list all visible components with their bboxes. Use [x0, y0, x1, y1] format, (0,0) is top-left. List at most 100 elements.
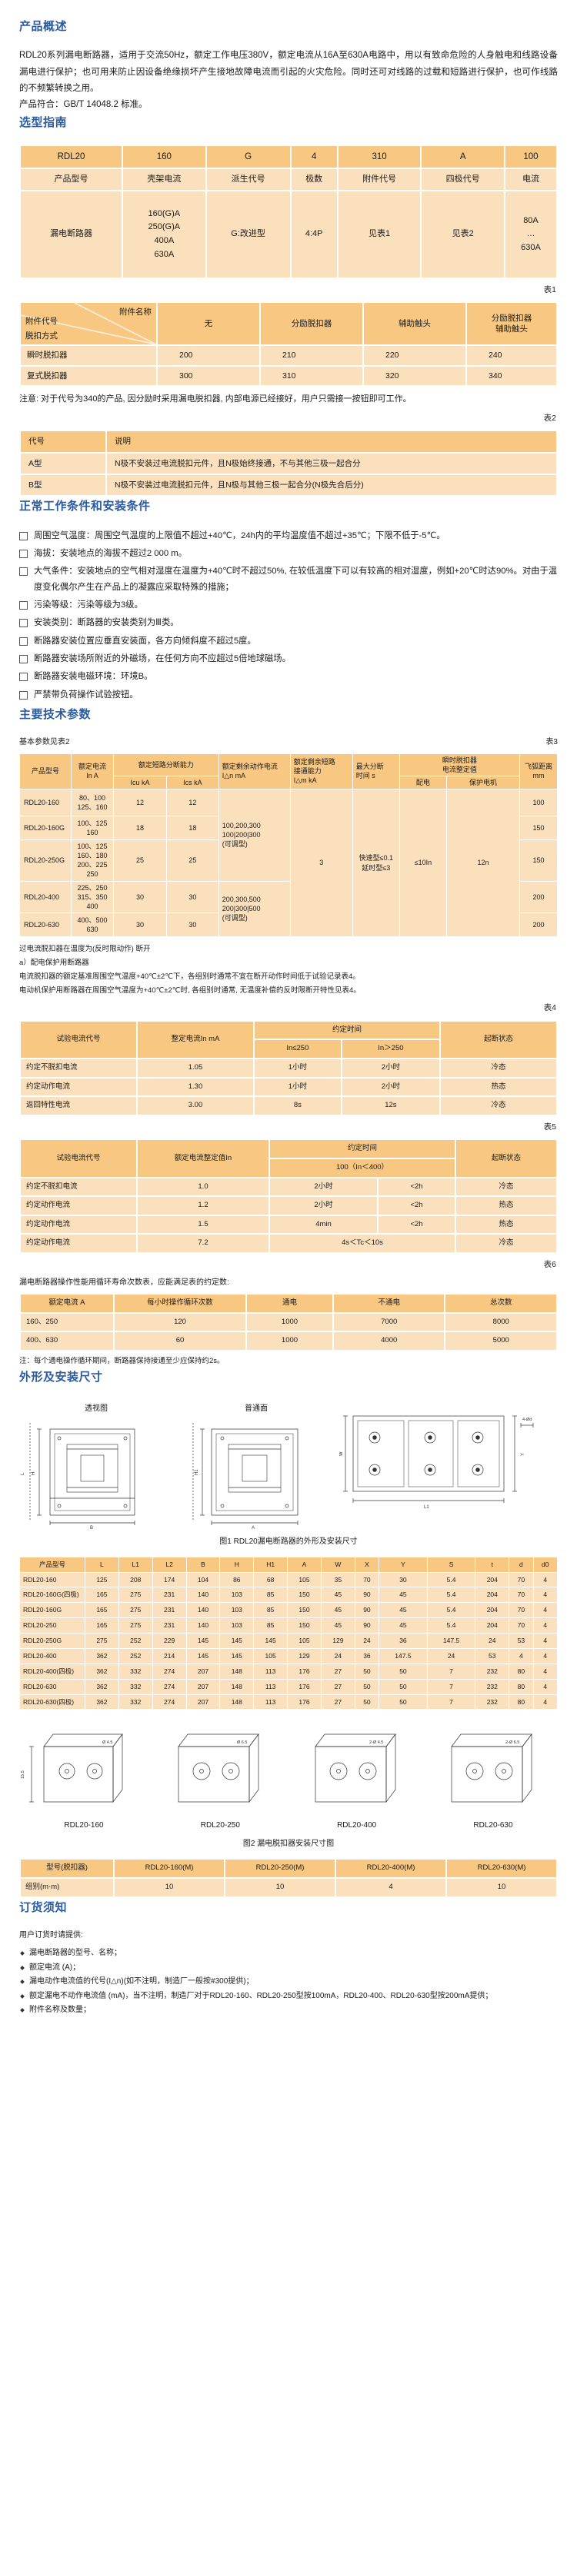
- selection-value-5: A: [422, 145, 504, 168]
- dims-r1-c6: 85: [254, 1587, 288, 1603]
- t6-header-1: 每小时操作循环次数: [115, 1294, 245, 1312]
- t6-row-1-c4: 5000: [445, 1332, 556, 1350]
- dims-r7-c0: RDL20-630: [20, 1679, 85, 1694]
- dims-r1-c7: 150: [288, 1587, 321, 1603]
- selection-name-3: 极数: [291, 168, 337, 190]
- spec-header-residual-making: 额定剩余短路 接通能力 I△m kA: [290, 753, 352, 789]
- spec-row-1-model: RDL20-160G: [20, 816, 71, 840]
- spec-row-3-arc: 200: [520, 881, 557, 913]
- spec-row-3-icu: 30: [114, 881, 166, 913]
- dims-r0-c5: 86: [220, 1572, 254, 1587]
- dims-r4-c2: 252: [118, 1634, 152, 1648]
- dims-row-2: RDL20-160G 165 275 231 140 103 85 150 45 90 45 5.4 2…: [20, 1603, 557, 1618]
- t5-row-2-c1: 1.5: [138, 1215, 268, 1234]
- spec-header-distribution: 配电: [399, 776, 447, 789]
- drawing-view-2-title: 普通面: [245, 1404, 268, 1413]
- dims-r2-c5: 103: [220, 1603, 254, 1618]
- code-row-a-desc: N极不安装过电流脱扣元件，且N极始终接通，不与其他三极一起合分: [107, 453, 556, 474]
- dims-row-8: RDL20-630(四极) 362 332 274 207 148 113 176 27 50 50…: [20, 1694, 557, 1710]
- t6-row-1-c3: 4000: [333, 1332, 445, 1350]
- dims-r8-c9: 50: [355, 1694, 379, 1710]
- spec-row-2-ics: 25: [166, 840, 218, 881]
- spec-row-2-icu: 25: [114, 840, 166, 881]
- t4-header-3: 起断状态: [441, 1021, 556, 1059]
- dims-r2-c9: 90: [355, 1603, 379, 1618]
- condition-item-4: 安装类别：断路器的安装类别为Ⅲ类。: [19, 615, 558, 630]
- selection-value-6: 100: [505, 145, 556, 168]
- dims-r1-c8: 45: [321, 1587, 355, 1603]
- t4-row-1-c0: 约定动作电流: [21, 1078, 136, 1096]
- dims-r1-c11: 5.4: [427, 1587, 475, 1603]
- t6-title: 漏电断路器操作性能用循环寿命次数表，应能满足表的约定数:: [19, 1278, 229, 1288]
- t5-header-row-1: 试验电流代号 额定电流整定值In 约定时间 起断状态: [21, 1140, 556, 1177]
- code-row-b-desc: N极不安装过电流脱扣元件，且N极与其他三极一起合分(N极先合后分): [107, 474, 556, 496]
- spec-row-4-icu: 30: [114, 913, 166, 937]
- trip-label-3: RDL20-630: [473, 1821, 513, 1830]
- section-heading-order: 订货须知: [19, 1900, 68, 1914]
- accessory-row-1-value-3: 340: [467, 366, 556, 386]
- dims-r8-c11: 7: [427, 1694, 475, 1710]
- t5-header-2: 约定时间: [270, 1140, 455, 1158]
- spec-row-0-in: 80、100 125、160: [72, 789, 113, 816]
- drawing-view-2: 普通面 H1 A: [179, 1399, 333, 1531]
- trip-unit-svg-2: 2-Ø 4.5: [314, 1733, 396, 1803]
- spec-row-1-ics: 18: [166, 816, 218, 840]
- t6-row-1: 400、630 60 1000 4000 5000: [21, 1332, 556, 1350]
- t5-row-1: 约定动作电流 1.2 2小时 <2h 热态: [21, 1197, 556, 1215]
- dims-r5-c3: 214: [152, 1648, 186, 1664]
- dim-label-l: L: [21, 1472, 25, 1475]
- dims-r2-c10: 45: [379, 1603, 427, 1618]
- dims-r5-c9: 36: [355, 1648, 379, 1664]
- trip-drawing-2: 2-Ø 4.5 RDL20-400: [292, 1723, 422, 1833]
- dims-r8-c10: 50: [379, 1694, 427, 1710]
- conditions-list: 周围空气温度：周围空气温度的上限值不超过+40℃，24h内的平均温度值不超过+3…: [19, 528, 558, 703]
- dims-r2-c4: 140: [186, 1603, 220, 1618]
- selection-desc-row: 漏电断路器 160(G)A 250(G)A 400A 630A G:改进型 4:…: [21, 191, 556, 278]
- section-heading-selection: 选型指南: [19, 116, 68, 130]
- dims-r0-c0: RDL20-160: [20, 1572, 85, 1587]
- accessory-row-1-value-1: 310: [261, 366, 362, 386]
- t4-row-2-c1: 3.00: [138, 1097, 253, 1115]
- t5-row-2-c3: <2h: [379, 1215, 455, 1234]
- dims-h-13: d: [509, 1557, 533, 1572]
- accessory-corner-cell: 附件名称 附件代号 脱扣方式: [21, 303, 156, 345]
- t5-header-3: 起断状态: [456, 1140, 556, 1177]
- selection-desc-4: 见表1: [338, 191, 421, 278]
- trip-th-3: RDL20-400(M): [336, 1860, 445, 1878]
- spec-header-residual-current: 额定剩余动作电流 I△n mA: [218, 753, 290, 789]
- selection-desc-6: 80A … 630A: [505, 191, 556, 278]
- t5-row-1-c4: 热态: [456, 1197, 556, 1215]
- t5-header-1: 额定电流整定值In: [138, 1140, 268, 1177]
- dims-r0-c9: 70: [355, 1572, 379, 1587]
- dims-r8-c8: 27: [321, 1694, 355, 1710]
- dims-r4-c8: 129: [321, 1634, 355, 1648]
- diagonal-lines-icon: [21, 303, 156, 345]
- dims-r6-c7: 176: [288, 1664, 321, 1679]
- dims-r4-c4: 145: [186, 1634, 220, 1648]
- overview-paragraph-2: 产品符合：GB/T 14048.2 标准。: [19, 100, 148, 110]
- accessory-row-label-1: 复式脱扣器: [21, 366, 156, 386]
- dims-r3-c13: 70: [509, 1618, 533, 1634]
- dims-r0-c12: 204: [475, 1572, 509, 1587]
- dims-r7-c7: 176: [288, 1679, 321, 1694]
- t5-sub: 100（In＜400）: [270, 1158, 455, 1177]
- test-table-6: 额定电流 A 每小时操作循环次数 通电 不通电 总次数 160、250 120 …: [19, 1293, 558, 1351]
- spec-row-2-motor: 12n: [447, 789, 519, 937]
- trip-dim-4: 2-Ø 6.5: [505, 1740, 519, 1745]
- t6-header-4: 总次数: [445, 1294, 556, 1312]
- t6-note: 注：每个通电操作循环期间，断路器保持接通至少应保持约2s。: [19, 1356, 225, 1365]
- spec-row-0-ics: 12: [166, 789, 218, 816]
- dims-r5-c0: RDL20-400: [20, 1648, 85, 1664]
- dims-r2-c1: 165: [85, 1603, 118, 1618]
- breaker-front-view-svg: H B L: [21, 1423, 135, 1531]
- dims-h-10: Y: [379, 1557, 427, 1572]
- dims-r2-c12: 204: [475, 1603, 509, 1618]
- dims-r1-c14: 4: [533, 1587, 557, 1603]
- t4-row-1: 约定动作电流 1.30 1小时 2小时 热态: [21, 1078, 556, 1096]
- drawing-view-1-title: 透视图: [85, 1404, 108, 1413]
- spec-row-2: RDL20-250G 100、125 160、180 200、225 250 2…: [20, 840, 557, 881]
- dims-h-4: B: [186, 1557, 220, 1572]
- dims-h-14: d0: [533, 1557, 557, 1572]
- accessory-row-0: 瞬时脱扣器 200 210 220 240: [21, 346, 556, 365]
- dims-r3-c14: 4: [533, 1618, 557, 1634]
